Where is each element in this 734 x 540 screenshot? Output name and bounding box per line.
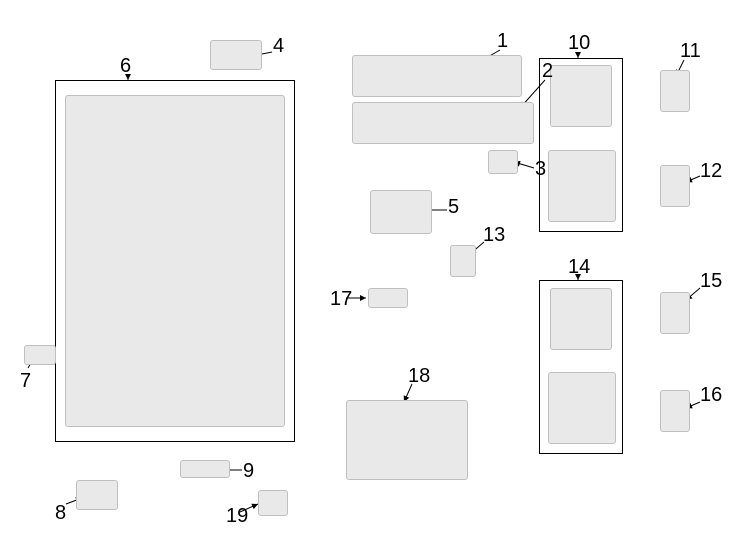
upper-hinge-arm [548,150,616,222]
callout-9: 9 [243,460,254,483]
callout-6: 6 [120,55,131,78]
bolt-7 [24,345,56,365]
striker [76,480,118,510]
callout-14: 14 [568,256,590,279]
callout-10: 10 [568,32,590,55]
callout-11: 11 [680,40,701,63]
callout-1: 1 [497,30,508,53]
switch [210,40,262,70]
callout-12: 12 [700,160,722,183]
lower-hinge-bracket [550,288,612,350]
callout-19: 19 [226,505,248,528]
upper-hinge-bracket [550,65,612,127]
callout-17: 17 [330,288,352,311]
lower-hinge-arm [548,372,616,444]
bolt-12 [660,165,690,207]
callout-2: 2 [542,60,553,83]
lower-channel [352,102,534,144]
screw-9 [180,460,230,478]
nut [488,150,518,174]
callout-13: 13 [483,224,505,247]
controller [370,190,432,234]
check-arm [346,400,468,480]
callout-3: 3 [535,158,546,181]
screw-13 [450,245,476,277]
bolt-11 [660,70,690,112]
bolt-15 [660,292,690,334]
upper-channel [352,55,522,97]
arrowhead-17 [360,295,366,301]
callout-16: 16 [700,384,722,407]
callout-8: 8 [55,502,66,525]
bolt-16 [660,390,690,432]
callout-18: 18 [408,365,430,388]
diagram-stage: 12345678910111213141516171819 [0,0,734,540]
bolt-19 [258,490,288,516]
callout-15: 15 [700,270,722,293]
cable-and-latch-box [65,95,285,427]
callout-4: 4 [273,35,284,58]
bolt-17 [368,288,408,308]
callout-5: 5 [448,196,459,219]
callout-7: 7 [20,370,31,393]
